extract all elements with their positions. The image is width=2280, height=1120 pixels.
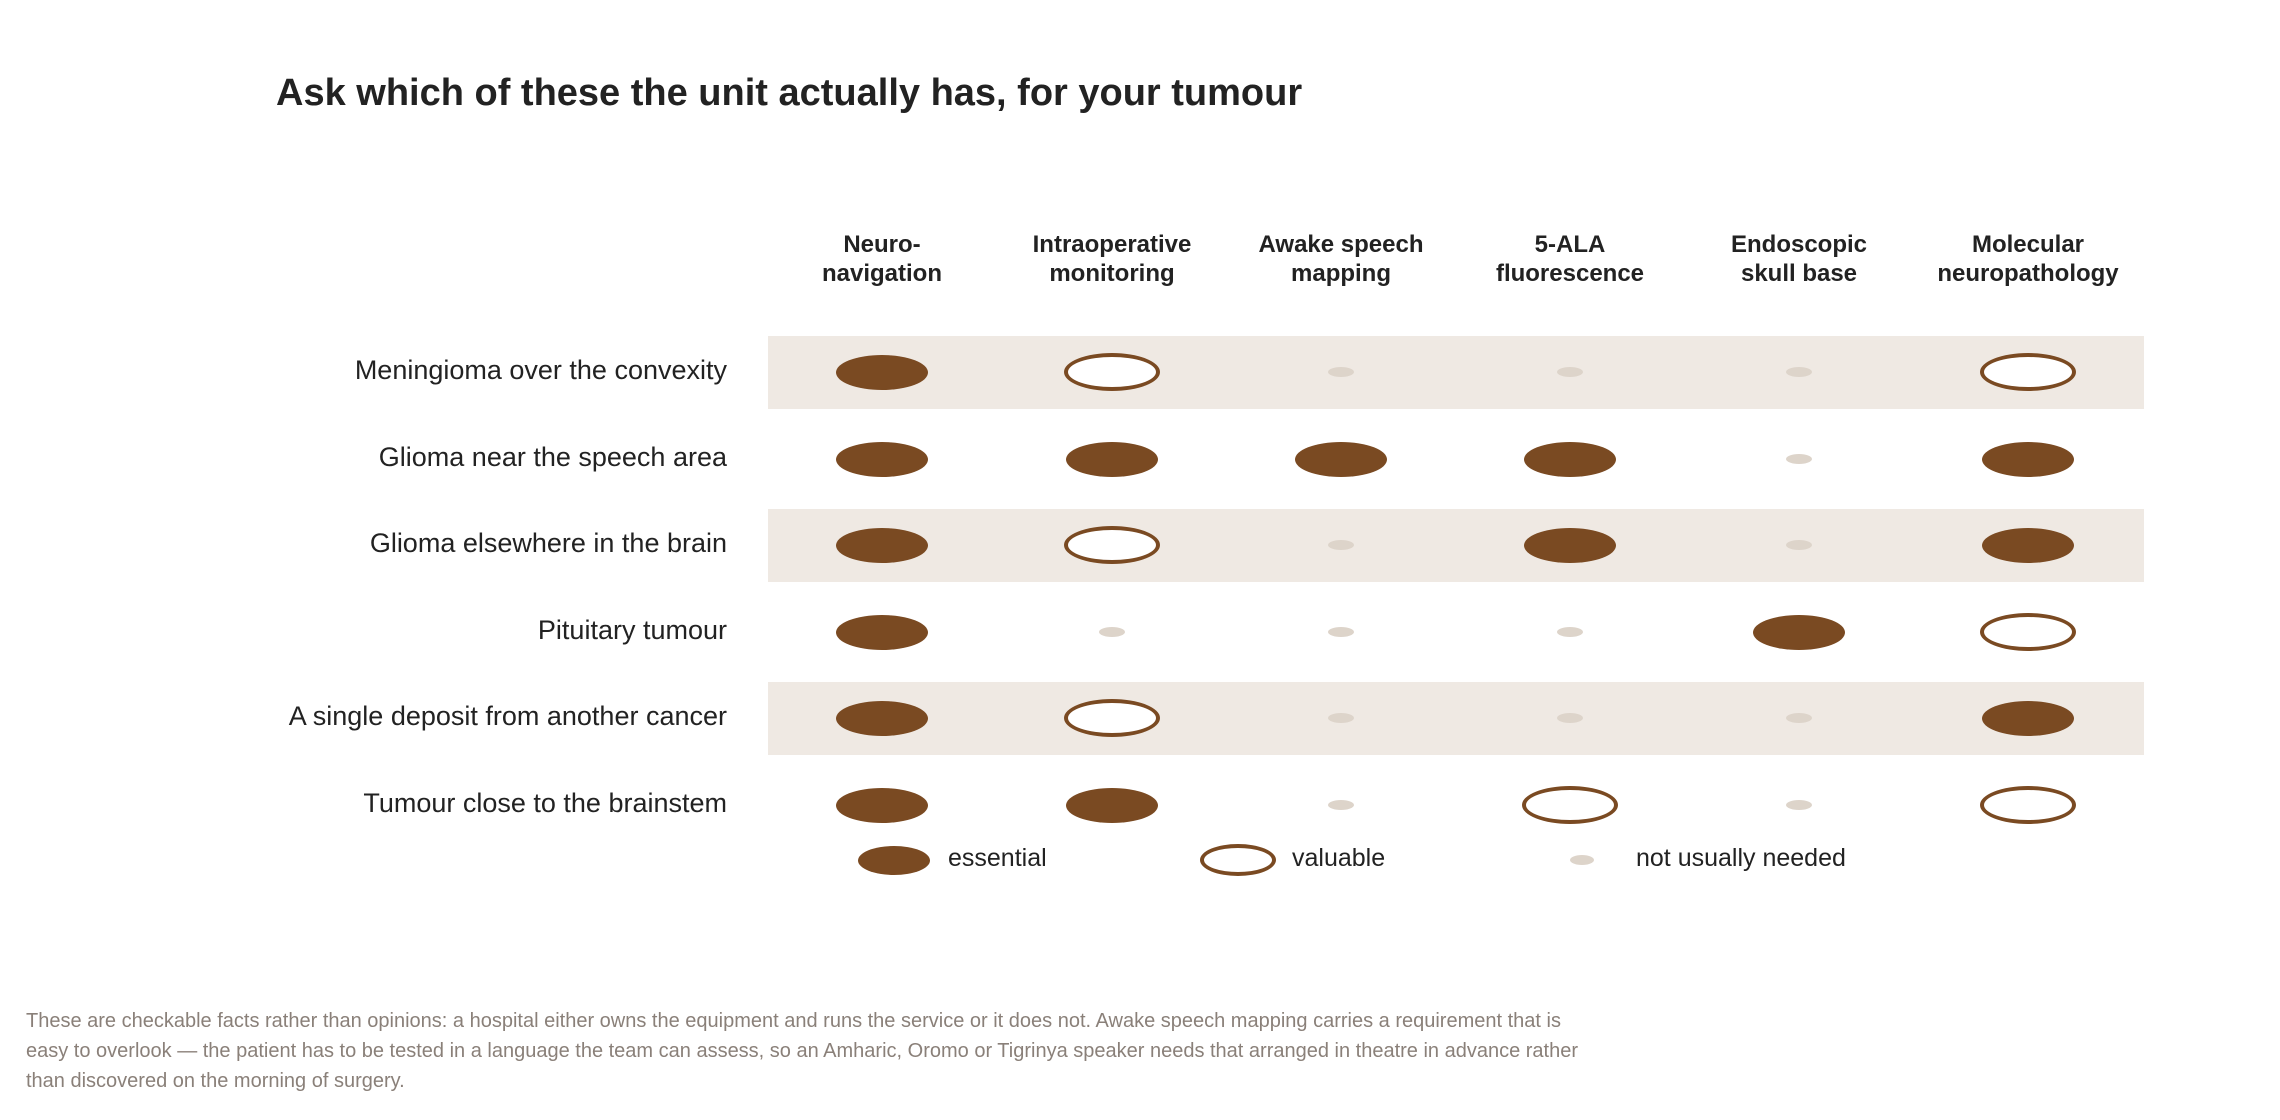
row-label: Tumour close to the brainstem [363,788,727,818]
not-needed-mark [1328,627,1354,637]
not-needed-mark [1099,627,1125,637]
legend-label: valuable [1292,844,1386,872]
essential-mark [836,700,928,736]
not-needed-mark [1557,367,1583,377]
essential-mark [1295,441,1387,477]
essential-mark [836,787,928,823]
not-needed-mark [1328,713,1354,723]
row-band [768,681,2144,755]
valuable-mark [1064,353,1160,391]
valuable-mark [1064,526,1160,564]
essential-mark [836,614,928,650]
row-label: Pituitary tumour [537,615,727,645]
legend-essential-mark [858,845,930,875]
legend-not-needed-mark [1570,855,1594,865]
essential-mark [836,527,928,563]
row-label: Glioma elsewhere in the brain [369,528,727,558]
valuable-mark [1522,786,1618,824]
essential-mark [836,354,928,390]
not-needed-mark [1557,627,1583,637]
legend-label: essential [948,844,1047,872]
column-header: 5-ALA fluorescence [1495,231,1645,287]
essential-mark [1753,614,1845,650]
not-needed-mark [1328,540,1354,550]
legend-valuable-mark [1200,844,1276,876]
essential-mark [1066,441,1158,477]
not-needed-mark [1786,800,1812,810]
essential-mark [836,441,928,477]
valuable-mark [1980,353,2076,391]
not-needed-mark [1786,367,1812,377]
row-band [768,508,2144,582]
row-label: A single deposit from another cancer [288,701,727,731]
column-header: Neuro- navigation [821,231,942,287]
essential-mark [1982,527,2074,563]
row-band [768,335,2144,409]
essential-mark [1982,700,2074,736]
legend-label: not usually needed [1636,844,1846,872]
not-needed-mark [1328,800,1354,810]
column-header: Awake speech mapping [1258,231,1424,287]
not-needed-mark [1786,713,1812,723]
essential-mark [1982,441,2074,477]
column-header: Endoscopic skull base [1730,231,1868,287]
valuable-mark [1980,613,2076,651]
column-header: Molecular neuropathology [1937,231,2119,287]
footnote: These are checkable facts rather than op… [26,1010,1579,1092]
essential-mark [1524,441,1616,477]
not-needed-mark [1786,540,1812,550]
not-needed-mark [1328,367,1354,377]
not-needed-mark [1786,454,1812,464]
valuable-mark [1980,786,2076,824]
column-header: Intraoperative monitoring [1032,231,1192,287]
page-title: Ask which of these the unit actually has… [276,72,1303,114]
essential-mark [1524,527,1616,563]
essential-mark [1066,787,1158,823]
valuable-mark [1064,699,1160,737]
row-label: Meningioma over the convexity [354,355,727,385]
row-label: Glioma near the speech area [378,442,727,472]
not-needed-mark [1557,713,1583,723]
